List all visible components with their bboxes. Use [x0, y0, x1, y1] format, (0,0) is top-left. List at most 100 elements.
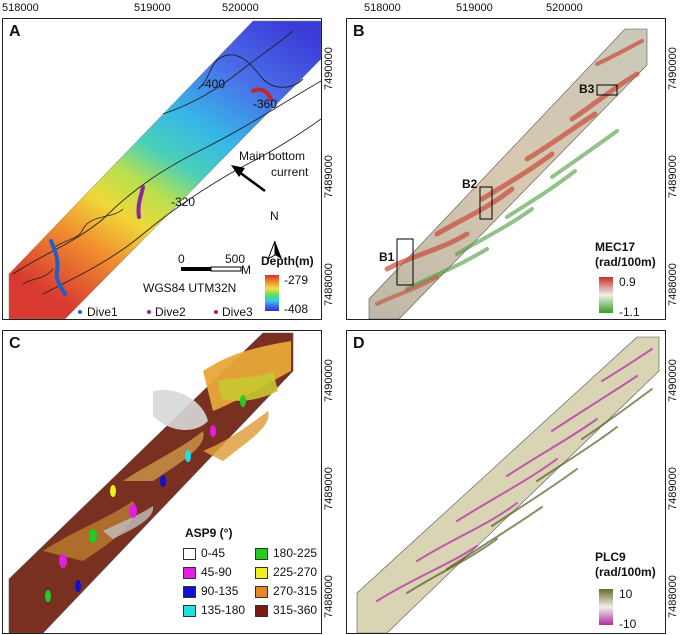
north-label: N	[270, 209, 279, 223]
box-label-b3: B3	[579, 82, 595, 96]
plc9-legend-max: 10	[619, 587, 633, 601]
plc9-colorbar	[599, 589, 613, 625]
legend-swatch	[183, 604, 196, 617]
contour-label: -400	[201, 77, 226, 91]
aspect-legend-title: ASP9 (°)	[185, 526, 233, 540]
contour-line	[42, 118, 321, 295]
y-tick-c: 7488000	[323, 575, 335, 618]
arrow-label: Main bottom	[239, 149, 306, 163]
legend-label: 0-45	[201, 546, 226, 560]
legend-label: 135-180	[201, 603, 246, 617]
panel-label-d: D	[353, 335, 365, 352]
x-tick-top-b: 519000	[456, 2, 493, 14]
aspect-class-225-270: 225-270	[255, 565, 317, 579]
panel-label-c: C	[9, 335, 21, 352]
dive2-label: Dive2	[155, 305, 186, 319]
contour-line	[162, 30, 294, 115]
y-tick-d: 7490000	[667, 359, 679, 402]
depth-legend-title: Depth(m)	[261, 254, 314, 268]
legend-swatch	[255, 566, 268, 579]
aspect-class-180-225: 180-225	[255, 546, 317, 560]
y-tick-b: 7488000	[667, 263, 679, 306]
mec17-map-graphic	[368, 28, 648, 319]
legend-swatch	[255, 585, 268, 598]
plc9-map-graphic	[356, 336, 660, 633]
y-tick-a: 7489000	[323, 155, 335, 198]
scale-unit: M	[241, 263, 251, 277]
panel-a-depth-map: A -400 -360 -320 Main bottom current N 0…	[2, 18, 322, 320]
north-arrow-right	[275, 241, 282, 259]
box-b1	[396, 238, 414, 286]
box-b3	[596, 84, 618, 96]
y-tick-a: 7490000	[323, 47, 335, 90]
legend-label: 225-270	[273, 565, 318, 579]
aspect-class-135-180: 135-180	[183, 603, 245, 617]
depth-map-graphic	[8, 20, 321, 319]
legend-swatch	[255, 604, 268, 617]
contour-label: -320	[171, 195, 196, 209]
plc9-legend-title: PLC9	[595, 550, 626, 564]
x-tick-top-a: 518000	[2, 2, 39, 14]
aspect-spots	[45, 395, 246, 602]
mec17-legend-min: -1.1	[619, 305, 640, 319]
survey-area	[368, 28, 648, 319]
legend-label: 90-135	[201, 584, 239, 598]
plc9-legend-unit: (rad/100m)	[595, 565, 656, 579]
dive1-track	[49, 239, 67, 296]
legend-label: 45-90	[201, 565, 232, 579]
depth-colorbar	[265, 275, 279, 311]
mec17-legend-max: 0.9	[619, 275, 636, 289]
survey-area	[356, 336, 660, 633]
scale-bar-white	[210, 266, 242, 272]
scale-label-0: 0	[178, 252, 185, 266]
dive2-dot	[147, 310, 151, 314]
mec17-legend-unit: (rad/100m)	[595, 255, 656, 269]
aspect-map-graphic	[8, 332, 294, 633]
aspect-class-270-315: 270-315	[255, 584, 317, 598]
legend-label: 270-315	[273, 584, 318, 598]
dive3-dot	[214, 310, 218, 314]
legend-swatch	[255, 547, 268, 560]
plc9-ridges	[376, 348, 653, 602]
aspect-class-45-90: 45-90	[183, 565, 232, 579]
scale-bar-black	[181, 267, 211, 271]
contour-line	[52, 208, 124, 250]
arrow-label: current	[271, 165, 309, 179]
legend-swatch	[183, 566, 196, 579]
panel-d-plc9-map: D PLC9 (rad/100m) 10 -10	[346, 330, 666, 634]
aspect-class-90-135: 90-135	[183, 584, 238, 598]
panel-label-a: A	[9, 23, 21, 40]
legend-label: 180-225	[273, 546, 318, 560]
aspect-class-315-360: 315-360	[255, 603, 317, 617]
contour-line	[22, 268, 54, 285]
depth-legend-max: -279	[284, 273, 309, 287]
y-tick-c: 7489000	[323, 467, 335, 510]
x-tick-top-a: 520000	[222, 2, 259, 14]
legend-swatch	[183, 585, 196, 598]
contour-line	[12, 80, 321, 275]
x-tick-top-b: 518000	[364, 2, 401, 14]
y-tick-d: 7489000	[667, 467, 679, 510]
curvature-pattern	[375, 39, 644, 306]
dive1-label: Dive1	[87, 305, 118, 319]
dive3-track	[251, 87, 273, 101]
panel-label-b: B	[353, 23, 365, 40]
crs-label: WGS84 UTM32N	[143, 281, 237, 295]
box-b2	[479, 186, 493, 220]
dive2-track	[136, 185, 145, 219]
y-tick-b: 7489000	[667, 155, 679, 198]
panel-b-mec17-map: B B1 B2 B3 MEC17 (rad/100m) 0.9 -1.1	[346, 18, 666, 320]
contour-label: -360	[253, 97, 278, 111]
legend-label: 315-360	[273, 603, 318, 617]
scale-label-500: 500	[225, 252, 246, 266]
aspect-patches	[43, 341, 291, 561]
dive3-label: Dive3	[222, 305, 253, 319]
plc9-legend-min: -10	[619, 617, 637, 631]
depth-legend-min: -408	[284, 302, 309, 316]
mec17-colorbar	[599, 277, 613, 313]
panel-c-aspect-map: C ASP9 (°) 0-45 180-225 45-90 225-270 90…	[2, 330, 322, 634]
box-label-b2: B2	[462, 177, 478, 191]
y-tick-c: 7490000	[323, 359, 335, 402]
aspect-class-0-45: 0-45	[183, 546, 225, 560]
contour-line	[197, 54, 304, 90]
